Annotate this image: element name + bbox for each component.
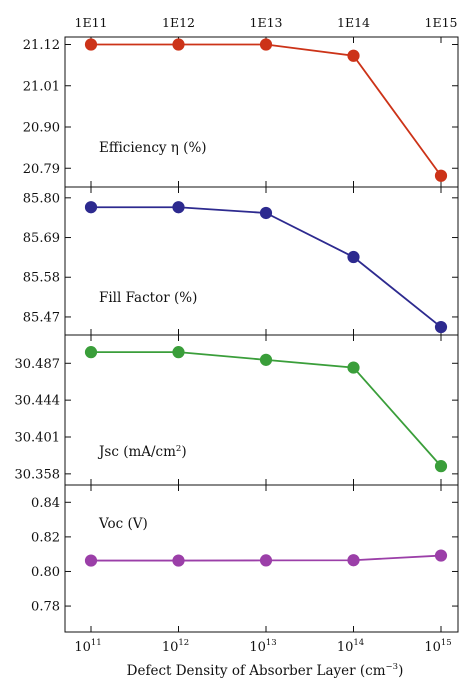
series-line — [91, 43, 442, 177]
x-tick-label: 1014 — [337, 638, 364, 655]
y-tick-label: 30.401 — [15, 431, 61, 446]
panel-label: Efficiency η (%) — [99, 140, 207, 156]
x-tick-label: 1013 — [249, 638, 276, 655]
y-tick-label: 21.12 — [23, 38, 60, 53]
top-tick-label: 1E11 — [75, 15, 108, 30]
data-point — [84, 38, 98, 51]
data-point — [434, 320, 448, 334]
y-tick-label: 85.80 — [23, 191, 60, 206]
data-point — [84, 346, 98, 359]
y-tick-label: 0.84 — [31, 496, 60, 511]
y-tick-label: 0.78 — [31, 600, 60, 615]
x-tick-label: 1015 — [424, 638, 451, 655]
data-point — [347, 554, 360, 567]
data-point — [172, 346, 185, 359]
top-tick-label: 1E14 — [337, 15, 370, 30]
data-point — [259, 554, 273, 567]
panel-label: Voc (V) — [98, 516, 148, 532]
data-point — [259, 38, 273, 51]
top-tick-label: 1E13 — [250, 15, 283, 30]
data-point — [172, 201, 185, 214]
y-tick-label: 30.358 — [15, 467, 61, 482]
x-tick-label: 1012 — [162, 638, 189, 655]
top-tick-label: 1E15 — [425, 15, 458, 30]
top-tick-label: 1E12 — [162, 15, 195, 30]
data-point — [84, 554, 98, 567]
panel-frame — [64, 36, 459, 188]
data-point — [434, 460, 448, 473]
y-tick-label: 20.79 — [23, 162, 60, 177]
data-point — [259, 353, 273, 366]
data-point — [347, 49, 360, 62]
x-tick-label: 1011 — [74, 638, 101, 655]
y-tick-label: 85.47 — [23, 310, 60, 325]
y-tick-label: 30.444 — [15, 394, 61, 409]
data-point — [347, 250, 360, 264]
data-point — [434, 549, 448, 562]
y-tick-label: 0.80 — [31, 565, 60, 580]
y-tick-label: 85.58 — [23, 271, 60, 286]
data-point — [347, 361, 360, 374]
data-point — [434, 169, 448, 182]
series-line — [91, 206, 442, 328]
panel-frame — [64, 484, 459, 633]
y-tick-label: 21.01 — [23, 79, 60, 94]
y-tick-label: 85.69 — [23, 231, 60, 246]
data-point — [172, 38, 185, 51]
panel-label: Jsc (mA/cm2) — [97, 444, 187, 460]
data-point — [259, 206, 273, 220]
panel-label: Fill Factor (%) — [99, 290, 197, 306]
y-tick-label: 0.82 — [31, 530, 60, 545]
y-tick-label: 30.487 — [15, 357, 61, 372]
data-point — [172, 554, 185, 567]
data-point — [84, 201, 98, 214]
x-axis-label: Defect Density of Absorber Layer (cm−3) — [127, 662, 404, 679]
y-tick-label: 20.90 — [23, 121, 60, 136]
